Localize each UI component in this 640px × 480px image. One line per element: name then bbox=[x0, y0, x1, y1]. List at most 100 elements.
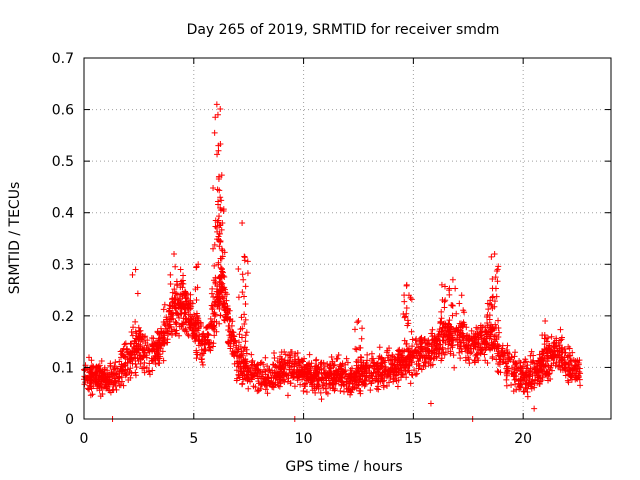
data-point bbox=[441, 304, 448, 311]
data-point bbox=[485, 306, 492, 313]
chart-title: Day 265 of 2019, SRMTID for receiver smd… bbox=[187, 22, 500, 38]
data-point bbox=[405, 360, 412, 367]
data-point bbox=[211, 129, 218, 136]
data-point bbox=[211, 262, 218, 269]
data-point bbox=[163, 314, 170, 321]
data-point bbox=[137, 356, 144, 363]
data-point bbox=[240, 357, 247, 364]
data-point bbox=[235, 266, 242, 273]
data-point bbox=[287, 380, 294, 387]
data-point bbox=[239, 380, 246, 387]
data-point bbox=[340, 369, 347, 376]
data-point bbox=[221, 317, 228, 324]
data-point bbox=[358, 335, 365, 342]
data-point bbox=[243, 363, 250, 370]
data-point bbox=[118, 351, 125, 358]
data-point bbox=[512, 364, 519, 371]
data-point bbox=[559, 355, 566, 362]
data-point bbox=[429, 361, 436, 368]
data-point bbox=[218, 197, 225, 204]
data-point bbox=[177, 291, 184, 298]
data-point bbox=[391, 375, 398, 382]
data-point bbox=[132, 354, 139, 361]
data-point bbox=[491, 298, 498, 305]
data-point bbox=[527, 352, 534, 359]
data-point bbox=[337, 372, 344, 379]
data-point bbox=[449, 302, 456, 309]
data-point bbox=[218, 246, 225, 253]
data-point bbox=[167, 271, 174, 278]
data-point bbox=[208, 339, 215, 346]
data-point bbox=[251, 372, 258, 379]
data-point bbox=[395, 366, 402, 373]
data-point bbox=[207, 315, 214, 322]
data-point bbox=[292, 350, 299, 357]
data-point bbox=[282, 351, 289, 358]
data-point bbox=[168, 310, 175, 317]
data-point bbox=[198, 346, 205, 353]
data-point bbox=[453, 310, 460, 317]
data-point bbox=[107, 389, 114, 396]
data-point bbox=[576, 368, 583, 375]
data-point bbox=[155, 337, 162, 344]
data-point bbox=[549, 367, 556, 374]
data-point bbox=[357, 388, 364, 395]
data-point bbox=[536, 368, 543, 375]
data-point bbox=[409, 343, 416, 350]
data-point bbox=[568, 372, 575, 379]
data-point bbox=[572, 357, 579, 364]
data-point bbox=[352, 345, 359, 352]
data-point bbox=[391, 357, 398, 364]
data-point bbox=[241, 321, 248, 328]
data-point bbox=[203, 324, 210, 331]
data-point bbox=[407, 348, 414, 355]
data-point bbox=[101, 364, 108, 371]
data-point bbox=[127, 349, 134, 356]
data-point bbox=[418, 334, 425, 341]
data-point bbox=[499, 349, 506, 356]
data-point bbox=[494, 368, 501, 375]
data-point bbox=[167, 280, 174, 287]
data-point bbox=[221, 300, 228, 307]
data-point bbox=[109, 371, 116, 378]
data-point bbox=[192, 320, 199, 327]
data-point bbox=[212, 114, 219, 121]
data-point bbox=[249, 367, 256, 374]
data-point bbox=[553, 335, 560, 342]
data-point bbox=[213, 293, 220, 300]
data-point bbox=[231, 337, 238, 344]
data-point bbox=[209, 305, 216, 312]
data-point bbox=[541, 335, 548, 342]
data-point bbox=[404, 322, 411, 329]
data-point bbox=[84, 374, 91, 381]
data-point bbox=[407, 380, 414, 387]
data-point bbox=[323, 377, 330, 384]
data-point bbox=[239, 271, 246, 278]
data-point bbox=[291, 361, 298, 368]
data-point bbox=[313, 369, 320, 376]
data-point bbox=[238, 314, 245, 321]
data-point bbox=[492, 321, 499, 328]
data-point bbox=[107, 360, 114, 367]
data-point bbox=[241, 253, 248, 260]
data-point bbox=[531, 405, 538, 412]
data-point bbox=[376, 344, 383, 351]
data-point bbox=[286, 358, 293, 365]
data-point bbox=[323, 382, 330, 389]
data-point bbox=[100, 384, 107, 391]
data-point bbox=[453, 326, 460, 333]
data-point bbox=[303, 388, 310, 395]
data-point bbox=[350, 383, 357, 390]
data-point bbox=[139, 346, 146, 353]
data-point bbox=[166, 302, 173, 309]
data-point bbox=[200, 350, 207, 357]
data-point bbox=[408, 328, 415, 335]
data-point bbox=[338, 382, 345, 389]
data-point bbox=[571, 364, 578, 371]
data-point bbox=[481, 335, 488, 342]
data-point bbox=[98, 357, 105, 364]
data-point bbox=[351, 326, 358, 333]
data-point bbox=[243, 329, 250, 336]
